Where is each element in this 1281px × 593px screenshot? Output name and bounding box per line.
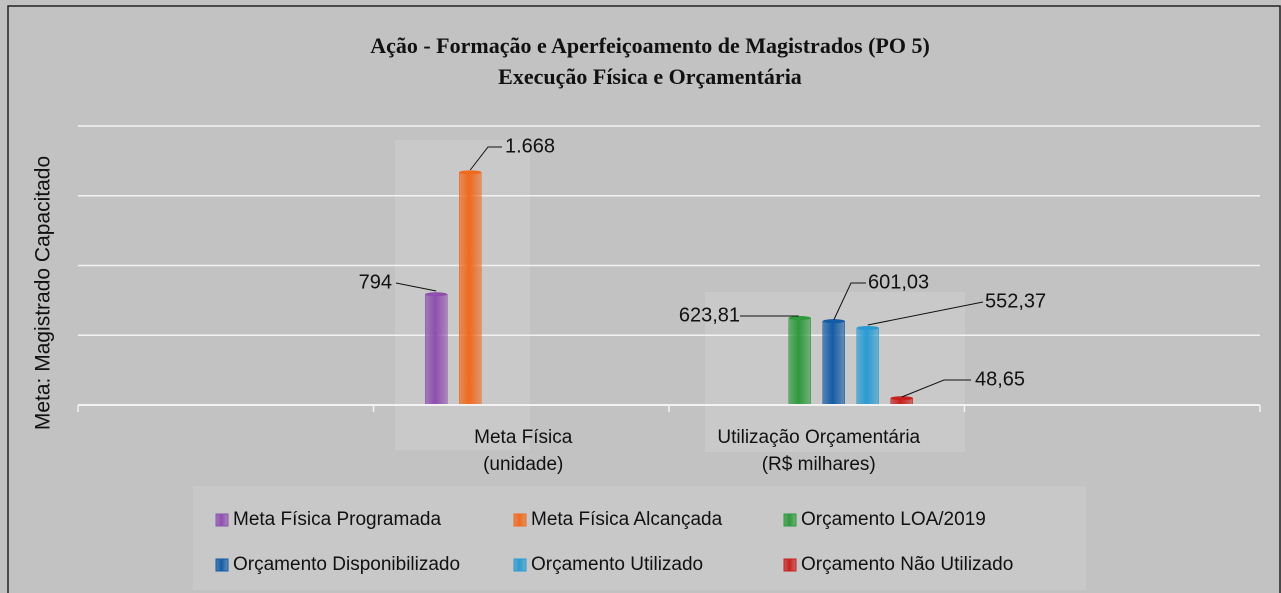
legend-marker: [215, 513, 229, 527]
x-tick-label: Meta Física (unidade): [474, 427, 573, 475]
bar-cap: [788, 315, 811, 320]
bar: [856, 327, 879, 406]
bar: [459, 172, 482, 406]
bar-cap: [425, 292, 448, 297]
legend-label: Meta Física Alcançada: [531, 509, 723, 530]
data-label: 552,37: [985, 290, 1046, 312]
frame: [7, 5, 1281, 593]
legend-marker: [513, 513, 527, 527]
bar: [425, 293, 448, 406]
bar-cap: [890, 396, 913, 401]
legend-marker: [783, 513, 797, 527]
data-label: 1.668: [505, 135, 555, 157]
bar: [822, 320, 845, 406]
legend-label: Orçamento Utilizado: [531, 554, 703, 575]
legend-label: Meta Física Programada: [233, 509, 441, 530]
data-label: 794: [359, 271, 392, 293]
bar-cap: [822, 319, 845, 324]
data-label: 601,03: [868, 271, 929, 293]
bar-cap: [856, 325, 879, 330]
legend-marker: [215, 558, 229, 572]
legend-box: [193, 486, 1086, 590]
chart-title: Ação - Formação e Aperfeiçoamento de Mag…: [370, 33, 930, 58]
legend-label: Orçamento Não Utilizado: [801, 554, 1013, 575]
legend-marker: [783, 558, 797, 572]
leader-line: [833, 282, 866, 321]
y-axis-label: Meta: Magistrado Capacitado: [32, 156, 55, 430]
leader-line: [395, 282, 437, 292]
x-tick-label: Utilização Orçamentária (R$ milhares): [717, 427, 921, 475]
bar: [788, 317, 811, 406]
leader-line: [901, 379, 971, 398]
bar-cap: [459, 170, 482, 175]
data-label: 48,65: [975, 368, 1025, 390]
leader-line: [469, 146, 502, 171]
legend-marker: [513, 558, 527, 572]
chart-subtitle: Execução Física e Orçamentária: [498, 64, 802, 89]
data-label: 623,81: [679, 304, 740, 326]
legend-label: Orçamento Disponibilizado: [233, 554, 460, 575]
legend-label: Orçamento LOA/2019: [801, 509, 986, 530]
leader-line: [867, 301, 984, 326]
